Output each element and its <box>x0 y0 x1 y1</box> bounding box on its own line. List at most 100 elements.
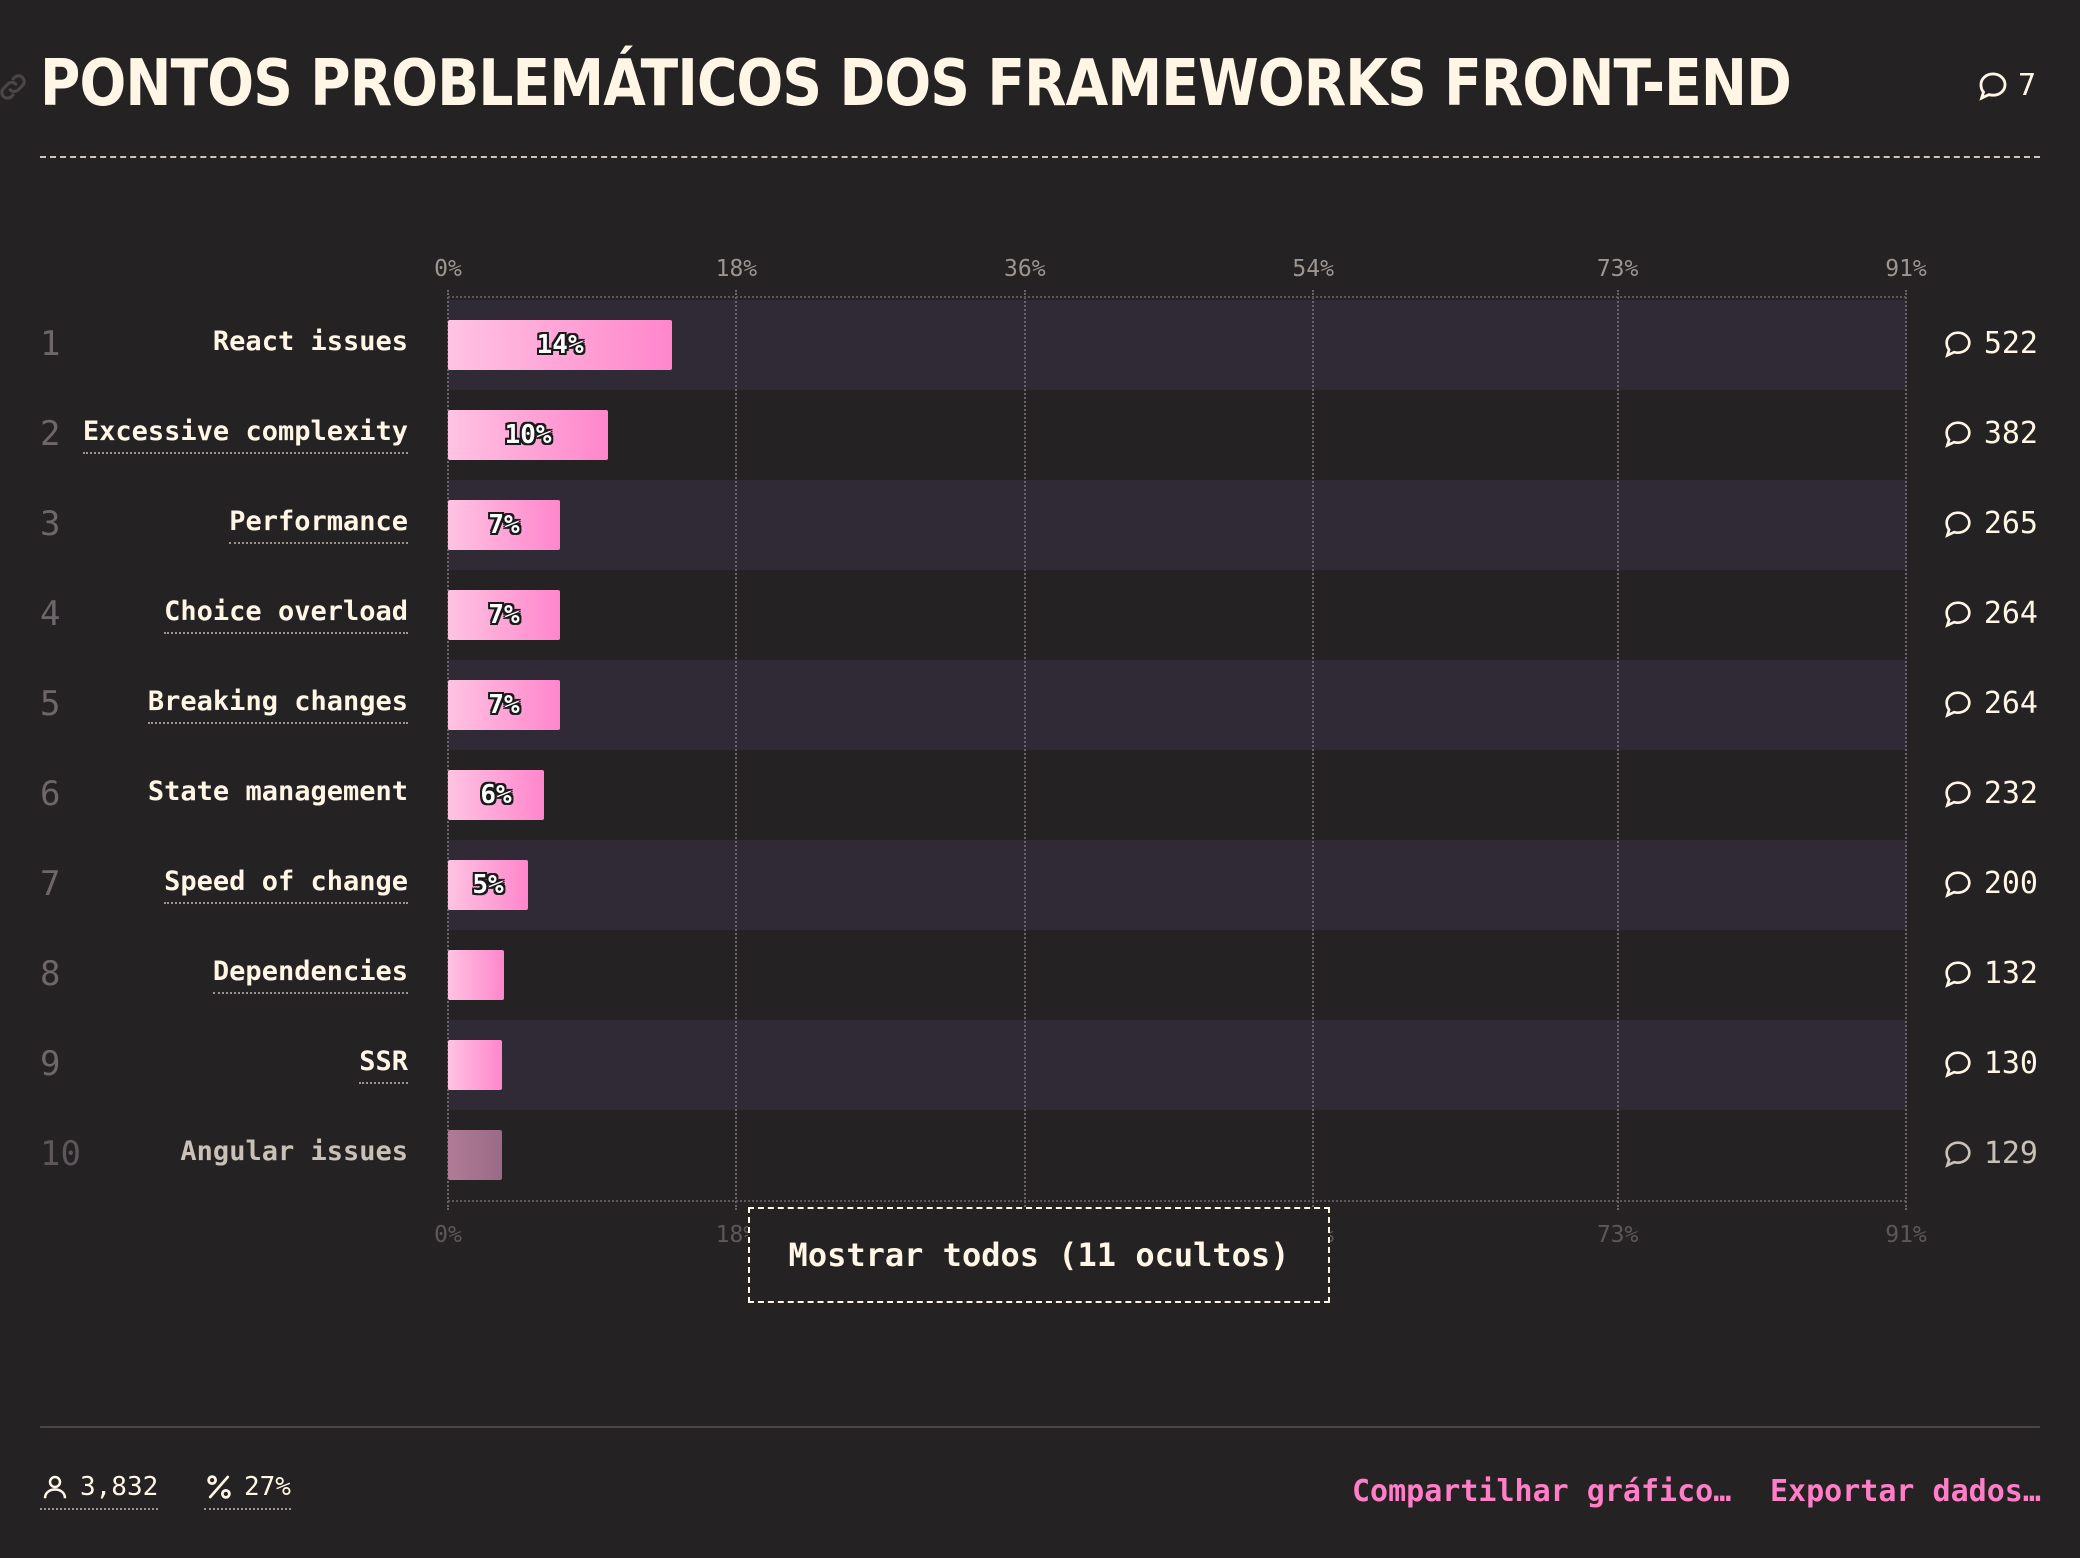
chart-header: PONTOS PROBLEMÁTICOS DOS FRAMEWORKS FRON… <box>0 40 2040 158</box>
row-label[interactable]: Excessive complexity <box>82 416 408 454</box>
x-tick-label-top: 54% <box>1292 256 1334 282</box>
link-icon[interactable] <box>0 70 30 104</box>
bar-value-label: 7% <box>488 510 520 540</box>
row-comment-count: 265 <box>1983 506 2038 541</box>
x-axis-bottom <box>448 1200 1906 1202</box>
bar-value-label: 6% <box>480 780 512 810</box>
row-label[interactable]: React issues <box>212 326 408 357</box>
x-tick-label-bottom: 0% <box>434 1222 462 1248</box>
row-comments[interactable]: 129 <box>1942 1136 2038 1171</box>
row-label[interactable]: Speed of change <box>164 866 408 904</box>
bar[interactable] <box>448 590 561 640</box>
respondents-stat[interactable]: 3,832 <box>40 1472 159 1510</box>
row-comments[interactable]: 200 <box>1942 866 2038 901</box>
row-rank: 9 <box>40 1044 61 1084</box>
row-comments[interactable]: 132 <box>1942 956 2038 991</box>
bar[interactable] <box>448 1040 503 1090</box>
row-comment-count: 264 <box>1983 596 2038 631</box>
bar-value-label: 5% <box>472 870 504 900</box>
gridline <box>1023 290 1026 1210</box>
respondents-count: 3,832 <box>80 1472 159 1502</box>
user-icon <box>43 1475 67 1499</box>
x-tick-label-bottom: 73% <box>1596 1222 1639 1248</box>
comment-icon <box>1944 780 1971 808</box>
header-divider <box>40 156 2040 158</box>
comment-icon <box>1979 72 2007 101</box>
x-tick-label-top: 18% <box>715 256 758 282</box>
x-tick-label-top: 91% <box>1885 256 1927 282</box>
row-label[interactable]: SSR <box>359 1046 408 1084</box>
row-comment-count: 382 <box>1983 416 2038 451</box>
row-rank: 5 <box>40 684 61 724</box>
comment-icon <box>1944 330 1971 358</box>
gridline <box>735 290 738 1210</box>
row-band <box>448 480 1906 570</box>
row-label[interactable]: State management <box>147 776 408 807</box>
bar[interactable] <box>448 1130 503 1180</box>
bar[interactable] <box>448 770 545 820</box>
gridline <box>1905 290 1907 1210</box>
percent-value: 27% <box>244 1472 291 1502</box>
row-band <box>448 570 1906 660</box>
row-comments[interactable]: 232 <box>1942 776 2038 811</box>
row-band <box>448 1110 1906 1200</box>
row-label[interactable]: Breaking changes <box>147 686 408 724</box>
row-comment-count: 132 <box>1983 956 2038 991</box>
bar[interactable] <box>448 680 561 730</box>
comment-icon <box>1944 960 1971 988</box>
row-comments[interactable]: 382 <box>1942 416 2038 451</box>
share-chart-link[interactable]: Compartilhar gráfico… <box>1352 1474 1732 1509</box>
x-axis-top <box>448 296 1906 298</box>
footer-divider <box>40 1426 2040 1428</box>
row-rank: 2 <box>40 414 61 454</box>
row-label[interactable]: Choice overload <box>164 596 408 634</box>
row-comments[interactable]: 264 <box>1942 686 2038 721</box>
bar[interactable] <box>448 860 529 910</box>
row-rank: 10 <box>40 1134 81 1174</box>
row-label[interactable]: Angular issues <box>180 1136 408 1167</box>
row-comment-count: 232 <box>1983 776 2038 811</box>
comment-icon <box>1944 420 1971 448</box>
x-tick-label-top: 0% <box>434 256 462 282</box>
bar[interactable] <box>448 320 673 370</box>
row-comments[interactable]: 265 <box>1942 506 2038 541</box>
row-comment-count: 522 <box>1983 326 2038 361</box>
bar[interactable] <box>448 410 609 460</box>
comment-icon <box>1944 1050 1971 1078</box>
title-comments[interactable]: 7 <box>1976 68 2036 103</box>
row-comments[interactable]: 522 <box>1942 326 2038 361</box>
row-rank: 3 <box>40 504 61 544</box>
x-tick-label-top: 36% <box>1004 256 1046 282</box>
row-rank: 6 <box>40 774 61 814</box>
row-band <box>448 660 1906 750</box>
comment-icon <box>1944 600 1971 628</box>
row-comments[interactable]: 264 <box>1942 596 2038 631</box>
row-rank: 4 <box>40 594 61 634</box>
comment-icon <box>1944 870 1971 898</box>
page-title: PONTOS PROBLEMÁTICOS DOS FRAMEWORKS FRON… <box>40 47 1792 121</box>
gridline <box>1312 290 1315 1210</box>
bar-value-label: 7% <box>488 600 520 630</box>
comment-icon <box>1944 1140 1971 1168</box>
row-comment-count: 129 <box>1983 1136 2038 1171</box>
row-band <box>448 1020 1906 1110</box>
bar-chart: 0%0%18%18%36%36%54%54%73%73%91%91%1React… <box>40 256 2038 1248</box>
row-label[interactable]: Dependencies <box>212 956 408 994</box>
percent-stat[interactable]: 27% <box>204 1472 291 1510</box>
bar-value-label: 7% <box>488 690 520 720</box>
row-band <box>448 390 1906 480</box>
gridline <box>1616 290 1619 1210</box>
comment-icon <box>1944 690 1971 718</box>
export-data-link[interactable]: Exportar dados… <box>1770 1474 2041 1509</box>
row-rank: 7 <box>40 864 61 904</box>
row-comment-count: 130 <box>1983 1046 2038 1081</box>
percent-icon <box>207 1475 231 1499</box>
comment-icon <box>1944 510 1971 538</box>
show-all-button[interactable]: Mostrar todos (11 ocultos) <box>748 1207 1330 1303</box>
bar[interactable] <box>448 500 561 550</box>
bar[interactable] <box>448 950 505 1000</box>
row-band <box>448 300 1906 390</box>
row-rank: 8 <box>40 954 61 994</box>
row-comments[interactable]: 130 <box>1942 1046 2038 1081</box>
row-label[interactable]: Performance <box>229 506 408 544</box>
